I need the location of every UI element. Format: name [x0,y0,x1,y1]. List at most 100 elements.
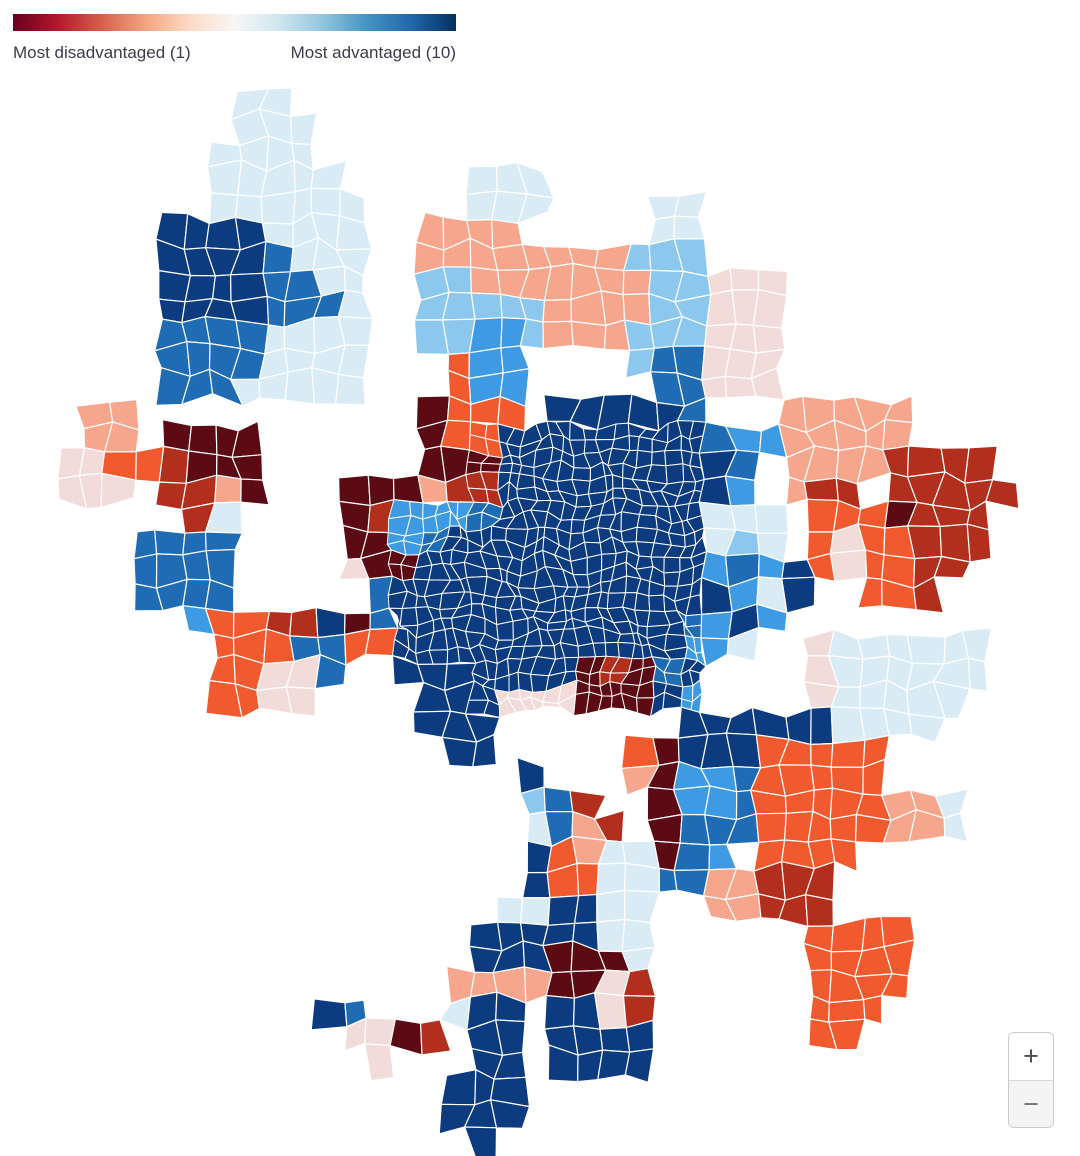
map-region[interactable] [364,1043,395,1082]
map-region[interactable] [442,291,476,321]
map-region[interactable] [725,706,757,736]
map-region[interactable] [648,594,666,613]
map-region[interactable] [622,269,652,296]
map-region[interactable] [596,862,627,896]
map-region[interactable] [939,523,971,563]
map-region[interactable] [155,481,187,511]
map-region[interactable] [588,671,601,687]
map-region[interactable] [700,637,730,668]
map-region[interactable] [470,266,502,295]
map-region[interactable] [570,519,586,535]
map-region[interactable] [706,289,737,327]
map-region[interactable] [335,373,366,406]
map-region[interactable] [752,324,786,354]
map-region[interactable] [828,1018,866,1051]
map-region[interactable] [188,424,218,456]
map-region[interactable] [547,895,580,926]
map-region[interactable] [857,576,883,609]
map-region[interactable] [623,319,655,351]
map-region[interactable] [593,992,627,1030]
map-region[interactable] [338,474,371,507]
map-region[interactable] [864,549,885,580]
map-region[interactable] [439,996,472,1031]
map-region[interactable] [208,653,236,685]
map-region[interactable] [498,697,517,718]
map-region[interactable] [756,603,788,633]
map-region[interactable] [830,917,867,953]
map-region[interactable] [829,813,858,843]
map-region[interactable] [496,896,524,924]
map-region[interactable] [100,472,137,508]
map-region[interactable] [575,493,592,508]
map-region[interactable] [857,633,890,660]
map-region[interactable] [182,550,211,581]
map-region[interactable] [700,611,733,640]
map-region[interactable] [441,736,478,768]
map-region[interactable] [154,529,186,556]
map-region[interactable] [600,290,626,327]
map-region[interactable] [310,160,348,190]
map-region[interactable] [933,555,971,579]
map-region[interactable] [490,1099,531,1129]
map-region[interactable] [472,734,497,768]
map-region[interactable] [830,838,858,873]
map-region[interactable] [932,680,971,720]
map-region[interactable] [673,191,708,218]
map-region[interactable] [755,812,787,844]
map-region[interactable] [213,633,235,659]
map-region[interactable] [392,638,410,659]
map-region[interactable] [464,1126,498,1156]
map-region[interactable] [664,449,684,467]
map-region[interactable] [604,641,620,658]
map-region[interactable] [520,696,536,711]
map-region[interactable] [491,218,523,250]
map-region[interactable] [315,606,346,639]
map-region[interactable] [158,445,190,484]
map-region[interactable] [665,463,685,485]
map-region[interactable] [882,419,914,451]
map-region[interactable] [468,317,503,354]
map-region[interactable] [204,531,243,552]
map-region[interactable] [542,320,574,350]
map-region[interactable] [446,646,460,665]
map-region[interactable] [573,691,590,717]
map-region[interactable] [260,191,296,225]
map-region[interactable] [880,973,909,999]
map-region[interactable] [231,420,263,458]
map-region[interactable] [289,606,319,639]
map-region[interactable] [884,395,914,424]
map-region[interactable] [628,435,640,451]
map-region[interactable] [290,112,318,146]
map-region[interactable] [621,918,656,953]
map-region[interactable] [470,292,503,320]
map-region[interactable] [262,241,294,274]
map-region[interactable] [577,642,596,658]
map-region[interactable] [830,739,866,768]
map-region[interactable] [542,298,573,323]
map-region[interactable] [542,701,563,709]
map-region[interactable] [207,159,243,196]
map-region[interactable] [752,289,788,329]
map-region[interactable] [596,918,626,953]
map-region[interactable] [624,347,655,379]
map-region[interactable] [862,995,883,1025]
map-region[interactable] [543,786,574,813]
map-region[interactable] [967,657,989,692]
map-region[interactable] [964,445,998,484]
map-region[interactable] [543,994,576,1030]
map-region[interactable] [906,634,946,665]
map-region[interactable] [519,896,551,926]
map-region[interactable] [240,478,270,506]
map-region[interactable] [284,367,316,405]
map-region[interactable] [465,699,489,715]
map-region[interactable] [184,274,216,303]
map-region[interactable] [480,462,501,473]
map-region[interactable] [310,187,341,217]
map-region[interactable] [726,626,760,662]
map-region[interactable] [576,862,600,897]
map-region[interactable] [829,549,868,582]
map-region[interactable] [729,267,760,291]
map-region[interactable] [650,691,665,718]
map-region[interactable] [943,812,969,843]
